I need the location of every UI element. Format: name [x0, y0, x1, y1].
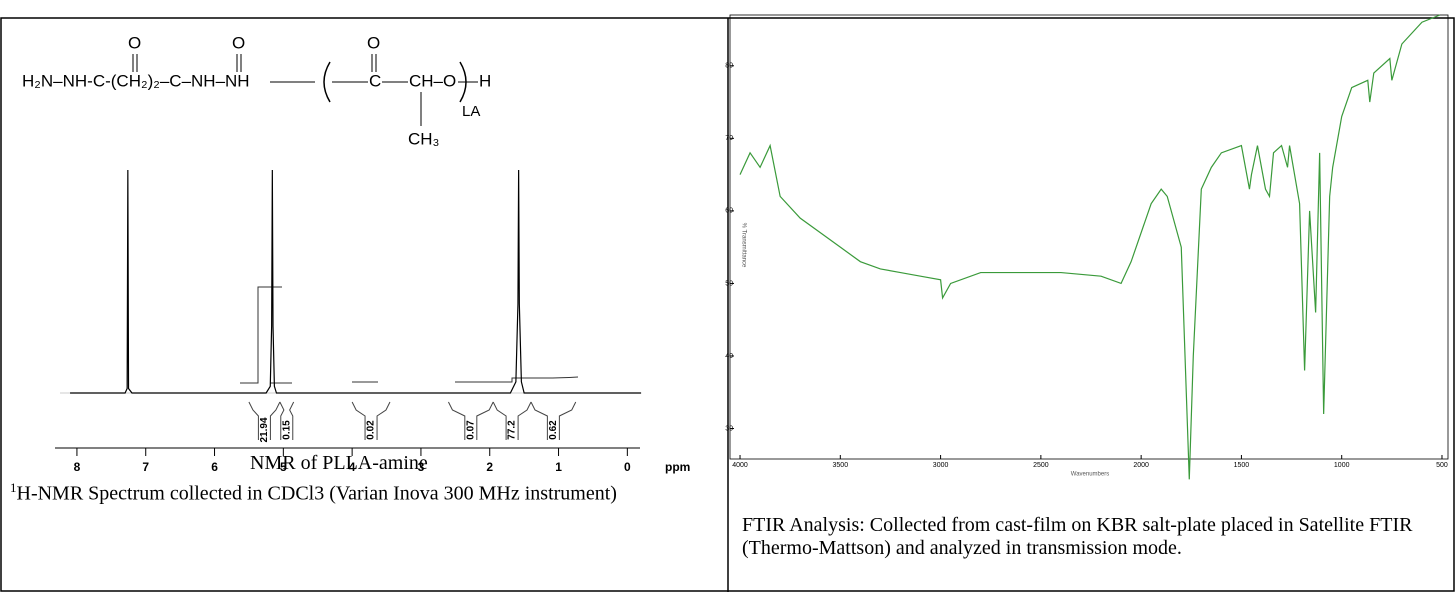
x-tick-label: 4000 [732, 462, 748, 469]
x-tick-label: 1500 [1234, 462, 1250, 469]
spectrum-line [70, 169, 642, 394]
structure-oxygen: O [367, 33, 380, 52]
structure-chain: CH–O [409, 71, 456, 90]
integral-label: 0.62 [548, 420, 559, 440]
y-tick-label: 50 [725, 280, 733, 287]
y-tick-label: 80 [725, 63, 733, 70]
structure-repeat: LA [462, 103, 480, 120]
structure-oxygen: O [232, 33, 245, 52]
y-tick-label: 40 [725, 353, 733, 360]
structure-methyl: CH₃ [408, 129, 439, 148]
nmr-caption: 1H-NMR Spectrum collected in CDCl3 (Vari… [10, 476, 720, 506]
x-tick-label: 8 [74, 460, 81, 474]
caption-sup: 1 [10, 480, 17, 495]
ftir-x-label: Wavenumbers [1071, 472, 1109, 478]
x-tick-label: 2500 [1033, 462, 1049, 469]
ftir-caption: FTIR Analysis: Collected from cast-film … [742, 514, 1413, 559]
y-tick-label: 30 [725, 425, 733, 432]
integral-label: 0.02 [366, 420, 377, 440]
bond [132, 54, 422, 126]
structure-oxygen: O [128, 33, 141, 52]
x-tick-label: 5 [280, 460, 287, 474]
x-tick-label: 3 [418, 460, 425, 474]
spectrum-line [739, 14, 1441, 480]
x-tick-label: 1000 [1334, 462, 1350, 469]
integral-bracket [492, 401, 532, 440]
x-tick-label: 7 [142, 460, 149, 474]
integral-label: 21.94 [259, 417, 270, 442]
x-tick-label: 500 [1436, 462, 1448, 469]
structure: H₂N–NH-C-(CH₂)₂–C–NH–NH C CH–O H O O O L… [22, 33, 491, 148]
x-tick-label: 6 [211, 460, 218, 474]
ftir-frame [729, 14, 1449, 460]
integral-label: 0.15 [281, 420, 292, 440]
x-tick-label: 3500 [833, 462, 849, 469]
integral-bracket [279, 401, 295, 440]
nmr-title: NMR of PLLA-amine [250, 452, 428, 474]
x-tick-label: 2 [486, 460, 493, 474]
integral-label: 0.07 [465, 420, 476, 440]
structure-carbonyl: C [369, 71, 381, 90]
y-tick-label: 60 [725, 208, 733, 215]
y-tick-label: 70 [725, 135, 733, 142]
integral-bracket [248, 401, 281, 440]
x-tick-label: 2000 [1133, 462, 1149, 469]
integral-bracket [530, 401, 577, 440]
integral-bracket [448, 401, 494, 440]
integral-trace [240, 286, 579, 384]
integral-label: 77.2 [507, 420, 518, 440]
x-tick-label: 1 [555, 460, 562, 474]
x-tick-label: 0 [624, 460, 631, 474]
integral-bracket [351, 401, 391, 440]
ftir-y-label: % Transmittance [740, 223, 746, 268]
x-tick-label: 3000 [933, 462, 949, 469]
structure-left: H₂N–NH-C-(CH₂)₂–C–NH–NH [22, 71, 250, 90]
caption-text: H-NMR Spectrum collected in CDCl3 (Varia… [16, 482, 617, 505]
structure-end: H [479, 71, 491, 90]
x-tick-label: 4 [349, 460, 356, 474]
nmr-x-label: ppm [665, 460, 690, 474]
